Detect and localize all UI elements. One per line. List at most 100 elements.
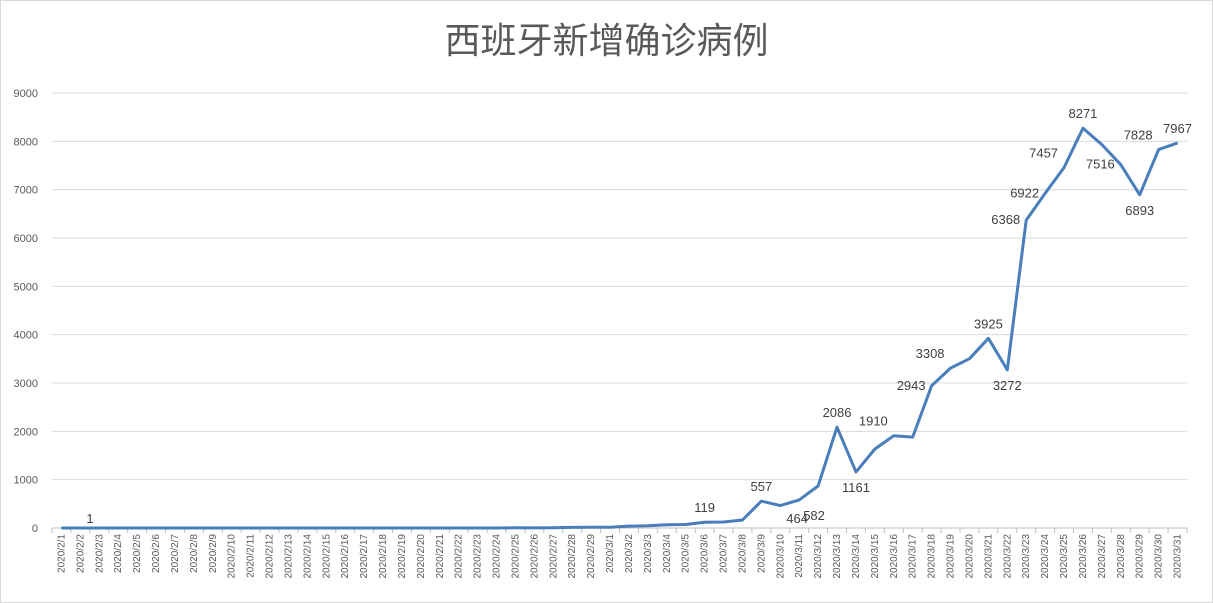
x-tick-label: 2020/3/19 xyxy=(946,534,957,579)
data-point xyxy=(420,527,422,529)
y-tick-label: 3000 xyxy=(14,378,38,390)
x-tick-label: 2020/2/13 xyxy=(283,534,294,579)
x-tick-label: 2020/2/1 xyxy=(56,534,67,573)
data-point xyxy=(987,337,989,339)
data-point xyxy=(514,527,516,529)
x-tick-label: 2020/2/12 xyxy=(265,534,276,579)
data-point xyxy=(1006,369,1008,371)
y-tick-label: 6000 xyxy=(14,233,38,245)
data-point xyxy=(98,527,100,529)
data-label: 1 xyxy=(86,511,93,526)
x-tick-label: 2020/3/7 xyxy=(719,534,730,573)
data-label: 3308 xyxy=(916,346,945,361)
x-tick-label: 2020/2/29 xyxy=(586,534,597,579)
data-label: 7828 xyxy=(1124,128,1153,143)
y-tick-label: 0 xyxy=(32,523,38,535)
data-point xyxy=(590,526,592,528)
data-label: 6922 xyxy=(1010,185,1039,200)
x-tick-label: 2020/3/16 xyxy=(889,534,900,579)
y-tick-label: 8000 xyxy=(14,136,38,148)
x-tick-label: 2020/2/25 xyxy=(510,534,521,579)
x-tick-label: 2020/2/11 xyxy=(246,534,257,578)
x-tick-label: 2020/2/28 xyxy=(567,534,578,579)
data-point xyxy=(1082,127,1084,129)
x-tick-label: 2020/3/15 xyxy=(870,534,881,579)
data-point xyxy=(174,527,176,529)
y-tick-label: 9000 xyxy=(14,88,38,100)
data-label: 7457 xyxy=(1029,146,1058,161)
data-label: 8271 xyxy=(1068,106,1097,121)
x-tick-label: 2020/3/24 xyxy=(1040,534,1051,579)
x-tick-label: 2020/3/18 xyxy=(927,534,938,579)
x-tick-label: 2020/3/13 xyxy=(832,534,843,579)
data-point xyxy=(231,527,233,529)
x-tick-label: 2020/3/10 xyxy=(775,534,786,579)
x-tick-label: 2020/2/7 xyxy=(170,534,181,573)
data-point xyxy=(723,521,725,523)
data-point xyxy=(212,527,214,529)
data-point xyxy=(741,519,743,521)
x-tick-label: 2020/2/19 xyxy=(397,534,408,579)
data-point xyxy=(533,527,535,529)
data-point xyxy=(477,527,479,529)
data-point xyxy=(685,523,687,525)
data-point xyxy=(401,527,403,529)
data-point xyxy=(817,485,819,487)
x-tick-label: 2020/3/4 xyxy=(662,534,673,573)
data-point xyxy=(269,527,271,529)
x-tick-label: 2020/3/5 xyxy=(681,534,692,573)
data-point xyxy=(1044,192,1046,194)
x-tick-label: 2020/2/17 xyxy=(359,534,370,579)
data-point xyxy=(325,527,327,529)
data-point xyxy=(60,527,62,529)
y-tick-label: 7000 xyxy=(14,185,38,197)
y-tick-label: 2000 xyxy=(14,426,38,438)
data-label: 119 xyxy=(694,500,715,515)
data-point xyxy=(893,435,895,437)
x-tick-label: 2020/2/3 xyxy=(94,534,105,573)
data-label: 582 xyxy=(803,508,825,523)
data-point xyxy=(855,471,857,473)
x-tick-label: 2020/3/26 xyxy=(1078,534,1089,579)
x-tick-label: 2020/3/30 xyxy=(1154,534,1165,579)
data-point xyxy=(571,526,573,528)
x-tick-label: 2020/2/27 xyxy=(548,534,559,579)
x-tick-label: 2020/3/21 xyxy=(983,534,994,579)
x-tick-label: 2020/2/23 xyxy=(473,534,484,579)
x-tick-label: 2020/3/20 xyxy=(964,534,975,579)
data-point xyxy=(666,524,668,526)
data-label: 1161 xyxy=(842,480,870,495)
data-label: 1910 xyxy=(859,414,888,429)
data-point xyxy=(760,500,762,502)
data-point xyxy=(79,527,81,529)
data-label: 7967 xyxy=(1163,121,1192,136)
data-label: 2943 xyxy=(897,378,926,393)
y-tick-label: 5000 xyxy=(14,281,38,293)
x-tick-label: 2020/3/17 xyxy=(908,534,919,579)
data-label: 6368 xyxy=(991,212,1020,227)
data-point xyxy=(193,527,195,529)
x-tick-label: 2020/3/28 xyxy=(1116,534,1127,579)
data-point xyxy=(458,527,460,529)
data-point xyxy=(1177,142,1179,144)
x-tick-label: 2020/2/18 xyxy=(378,534,389,579)
data-point xyxy=(912,436,914,438)
data-point xyxy=(1139,194,1141,196)
data-point xyxy=(117,527,119,529)
data-label: 3272 xyxy=(993,378,1022,393)
data-point xyxy=(155,527,157,529)
x-tick-label: 2020/3/22 xyxy=(1002,534,1013,579)
x-tick-label: 2020/2/20 xyxy=(416,534,427,579)
data-point xyxy=(1120,164,1122,166)
x-tick-label: 2020/2/15 xyxy=(321,534,332,579)
x-tick-label: 2020/2/22 xyxy=(454,534,465,579)
data-point xyxy=(931,385,933,387)
x-tick-label: 2020/3/31 xyxy=(1173,534,1184,579)
x-tick-label: 2020/2/2 xyxy=(75,534,86,573)
x-tick-label: 2020/3/9 xyxy=(756,534,767,573)
x-tick-label: 2020/2/14 xyxy=(302,534,313,579)
x-tick-label: 2020/3/25 xyxy=(1059,534,1070,579)
data-point xyxy=(628,525,630,527)
data-point xyxy=(874,448,876,450)
series-line xyxy=(61,126,1179,530)
